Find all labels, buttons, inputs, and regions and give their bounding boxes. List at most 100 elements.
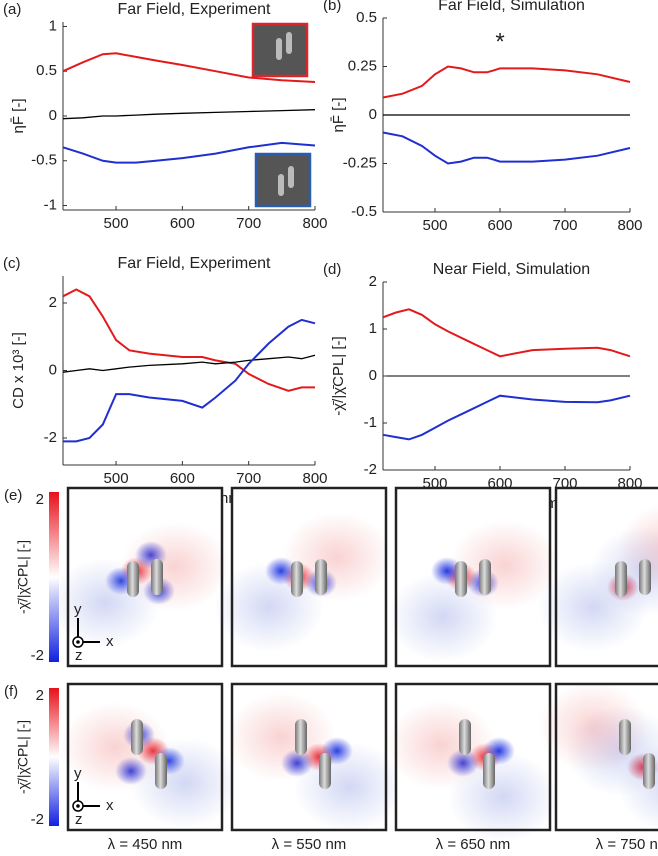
x-tick-label: 800: [302, 215, 327, 232]
colorbar-min: -2: [31, 811, 44, 828]
y-tick-label: 0.5: [356, 9, 377, 26]
series-line: [62, 354, 316, 373]
map-frame: [66, 682, 224, 832]
x-tick-label: 600: [487, 217, 512, 234]
y-tick-label: -1: [364, 414, 377, 431]
nanorod: [479, 559, 491, 595]
field-lobe: [294, 742, 404, 832]
y-tick-label: -1: [44, 196, 57, 213]
nanorod: [643, 753, 655, 789]
x-tick-label: 600: [170, 470, 195, 487]
nanorod: [483, 753, 495, 789]
series-line: [62, 52, 316, 83]
y-tick-label: 2: [49, 294, 57, 311]
field-lobe: [214, 562, 324, 652]
axis-x-label: x: [106, 633, 114, 650]
colorbar: [49, 492, 59, 662]
colorbar-label: -χ̄/|χ̄CPL| [-]: [15, 540, 31, 614]
axis-z-dot: [76, 640, 80, 644]
x-tick-label: 500: [104, 470, 129, 487]
axis-z-dot: [76, 804, 80, 808]
y-axis-label: ηF̄ [-]: [330, 97, 347, 132]
panel-label: (e): [4, 487, 22, 504]
colorbar-label: -χ̄/|χ̄CPL| [-]: [15, 720, 31, 794]
nanorod: [131, 719, 143, 755]
map-frame: [394, 486, 552, 668]
wavelength-label: λ = 750 nm: [596, 836, 658, 853]
y-tick-label: 0: [49, 361, 57, 378]
series-line: [382, 308, 631, 358]
axis-z-label: z: [75, 811, 83, 828]
y-tick-label: 1: [49, 17, 57, 34]
field-lobe: [448, 752, 558, 842]
field-map: [60, 682, 240, 832]
wavelength-label: λ = 450 nm: [108, 836, 183, 853]
nanorod: [291, 561, 303, 597]
field-map: [214, 486, 392, 668]
chart-title: Far Field, Experiment: [118, 1, 271, 18]
colorbar-max: 2: [36, 687, 44, 704]
map-frame: [554, 486, 658, 668]
panel-label: (d): [323, 261, 341, 278]
panel-label: (b): [323, 0, 341, 14]
colorbar: [49, 688, 59, 826]
axis-y-label: y: [74, 601, 82, 618]
chart-title: Near Field, Simulation: [433, 261, 590, 278]
colorbar-max: 2: [36, 491, 44, 508]
chart-title: Far Field, Simulation: [438, 0, 585, 14]
panel-label: (c): [3, 255, 21, 272]
wavelength-label: λ = 550 nm: [272, 836, 347, 853]
x-tick-label: 700: [236, 215, 261, 232]
field-lobe: [50, 558, 160, 648]
y-tick-label: -2: [44, 429, 57, 446]
y-tick-label: 0: [369, 106, 377, 123]
nanorod: [619, 719, 631, 755]
x-tick-label: 500: [104, 215, 129, 232]
nanorod: [455, 561, 467, 597]
field-lobe: [538, 562, 648, 652]
axis-x-label: x: [106, 797, 114, 814]
axis-z-label: z: [75, 647, 83, 664]
field-map: [386, 682, 558, 842]
series-line: [63, 318, 316, 443]
series-line: [382, 131, 631, 165]
axis-y-label: y: [74, 765, 82, 782]
series-line: [62, 109, 316, 120]
nanorod: [459, 719, 471, 755]
field-map: [226, 682, 404, 832]
map-frame: [230, 486, 388, 668]
nanorod: [639, 559, 651, 595]
series-line: [62, 141, 316, 164]
map-frame: [394, 682, 552, 832]
panel-label: (a): [3, 1, 21, 18]
y-tick-label: -0.5: [31, 152, 57, 169]
y-tick-label: 0: [49, 107, 57, 124]
chart-title: Far Field, Experiment: [118, 255, 271, 272]
nanorod: [615, 561, 627, 597]
field-map: [538, 682, 658, 832]
nanorod: [319, 753, 331, 789]
colorbar-min: -2: [31, 647, 44, 664]
sem-inset: [251, 22, 312, 208]
nanorod: [155, 753, 167, 789]
y-tick-label: -2: [364, 461, 377, 478]
field-map: [388, 486, 560, 668]
panel-label: (f): [4, 683, 18, 700]
x-tick-label: 600: [170, 215, 195, 232]
x-tick-label: 700: [552, 217, 577, 234]
y-axis-label: -χ̄/|χ̄CPL| [-]: [330, 336, 347, 415]
nanorod: [295, 719, 307, 755]
y-tick-label: -0.25: [343, 154, 377, 171]
nanorod: [315, 559, 327, 595]
map-frame: [230, 682, 388, 832]
y-axis-label: CD x 10³ [-]: [10, 332, 27, 409]
x-tick-label: 800: [302, 470, 327, 487]
map-frame: [66, 486, 224, 668]
y-axis-label: ηF̄ [-]: [10, 98, 27, 133]
x-tick-label: 500: [422, 217, 447, 234]
y-tick-label: 1: [369, 320, 377, 337]
field-lobe: [130, 738, 240, 828]
annotation: *: [495, 29, 504, 56]
x-tick-label: 700: [236, 470, 261, 487]
y-tick-label: 0: [369, 367, 377, 384]
